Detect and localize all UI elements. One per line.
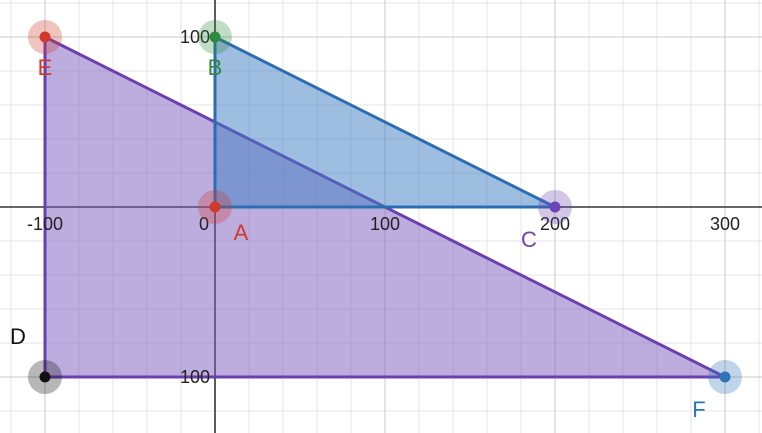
- point-label-f: F: [692, 397, 705, 422]
- points[interactable]: [28, 20, 742, 394]
- point-a[interactable]: [209, 201, 221, 213]
- x-tick-label: 100: [370, 214, 400, 234]
- y-tick-label: 100: [180, 367, 210, 387]
- x-tick-label: -100: [27, 214, 63, 234]
- triangles: [43, 35, 727, 379]
- point-label-e: E: [38, 55, 53, 80]
- x-tick-label: 300: [710, 214, 740, 234]
- point-label-b: B: [208, 55, 223, 80]
- point-label-c: C: [521, 227, 537, 252]
- point-labels: A B C D E F: [10, 55, 706, 422]
- point-f[interactable]: [719, 371, 731, 383]
- point-label-d: D: [10, 324, 26, 349]
- point-c[interactable]: [549, 201, 561, 213]
- y-tick-label: 100: [180, 27, 210, 47]
- triangle-abc: [213, 35, 557, 209]
- point-e[interactable]: [39, 31, 51, 43]
- point-d[interactable]: [39, 371, 51, 383]
- point-b[interactable]: [209, 31, 221, 43]
- x-tick-label: 200: [540, 214, 570, 234]
- point-label-a: A: [234, 220, 249, 245]
- x-tick-label: 0: [199, 214, 209, 234]
- tick-labels: -100 0 100 200 300 100 100: [27, 27, 740, 387]
